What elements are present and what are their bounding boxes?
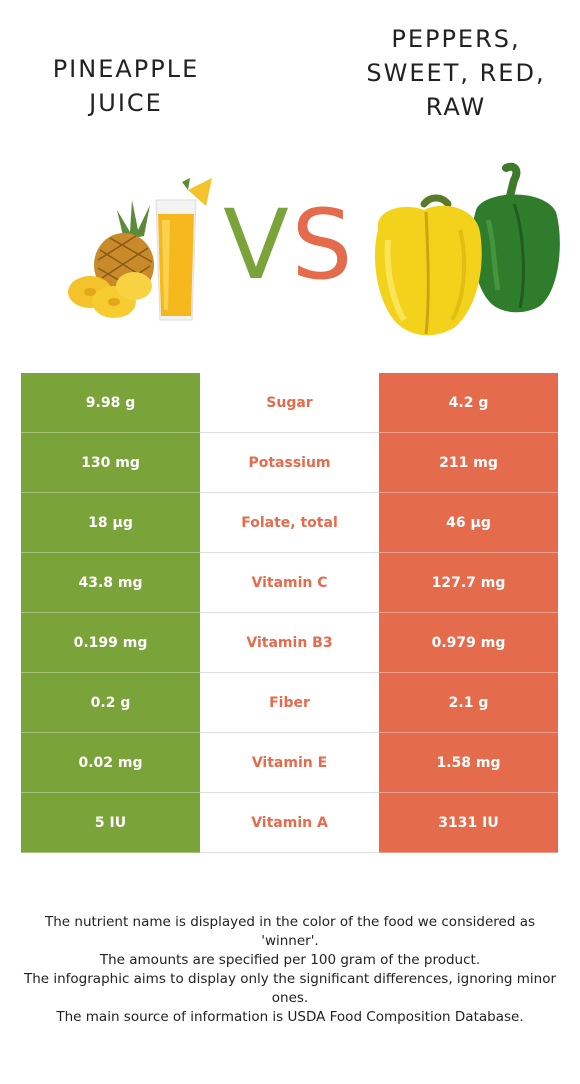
left-food-value: 5 IU	[21, 793, 200, 853]
nutrient-name: Vitamin C	[200, 553, 379, 613]
nutrient-name: Vitamin B3	[200, 613, 379, 673]
nutrient-name: Vitamin A	[200, 793, 379, 853]
footer-line3: The infographic aims to display only the…	[23, 971, 557, 1006]
right-food-value: 3131 IU	[379, 793, 558, 853]
left-food-title: PINEAPPLE JUICE	[10, 52, 242, 120]
nutrient-name: Fiber	[200, 673, 379, 733]
table-row: 5 IU Vitamin A 3131 IU	[21, 793, 558, 853]
nutrient-comparison-table: 9.98 g Sugar 4.2 g 130 mg Potassium 211 mg 18 …	[21, 373, 558, 853]
footer-line4: The main source of information is USDA F…	[56, 1009, 524, 1025]
left-food-value: 0.2 g	[21, 673, 200, 733]
bell-peppers-icon	[374, 162, 560, 336]
nutrient-name: Potassium	[200, 433, 379, 493]
right-food-title: PEPPERS, SWEET, RED, RAW	[340, 22, 572, 124]
left-food-value: 0.199 mg	[21, 613, 200, 673]
right-food-value: 46 µg	[379, 493, 558, 553]
right-food-value: 0.979 mg	[379, 613, 558, 673]
table-row: 0.199 mg Vitamin B3 0.979 mg	[21, 613, 558, 673]
vs-s-letter: S	[292, 189, 353, 298]
nutrient-name: Sugar	[200, 373, 379, 433]
left-food-value: 18 µg	[21, 493, 200, 553]
pineapple-juice-icon	[68, 178, 212, 321]
footer-line2: The amounts are specified per 100 gram o…	[99, 952, 481, 968]
footer-notes: The nutrient name is displayed in the co…	[20, 913, 560, 1027]
left-food-value: 9.98 g	[21, 373, 200, 433]
table-row: 0.02 mg Vitamin E 1.58 mg	[21, 733, 558, 793]
nutrient-name: Vitamin E	[200, 733, 379, 793]
versus-label: V S	[223, 189, 353, 298]
right-food-value: 4.2 g	[379, 373, 558, 433]
right-food-value: 2.1 g	[379, 673, 558, 733]
nutrient-name: Folate, total	[200, 493, 379, 553]
vs-v-letter: V	[223, 189, 289, 298]
table-row: 0.2 g Fiber 2.1 g	[21, 673, 558, 733]
table-row: 43.8 mg Vitamin C 127.7 mg	[21, 553, 558, 613]
table-row: 9.98 g Sugar 4.2 g	[21, 373, 558, 433]
right-food-value: 211 mg	[379, 433, 558, 493]
right-title-line2: SWEET, RED,	[366, 59, 546, 87]
left-food-value: 130 mg	[21, 433, 200, 493]
right-food-value: 127.7 mg	[379, 553, 558, 613]
left-title-line1: PINEAPPLE	[52, 55, 200, 83]
table-row: 130 mg Potassium 211 mg	[21, 433, 558, 493]
left-food-value: 43.8 mg	[21, 553, 200, 613]
right-food-value: 1.58 mg	[379, 733, 558, 793]
right-title-line3: RAW	[425, 93, 487, 121]
right-title-line1: PEPPERS,	[391, 25, 521, 53]
left-food-value: 0.02 mg	[21, 733, 200, 793]
left-title-line2: JUICE	[89, 89, 163, 117]
footer-line1: The nutrient name is displayed in the co…	[44, 914, 536, 949]
table-row: 18 µg Folate, total 46 µg	[21, 493, 558, 553]
